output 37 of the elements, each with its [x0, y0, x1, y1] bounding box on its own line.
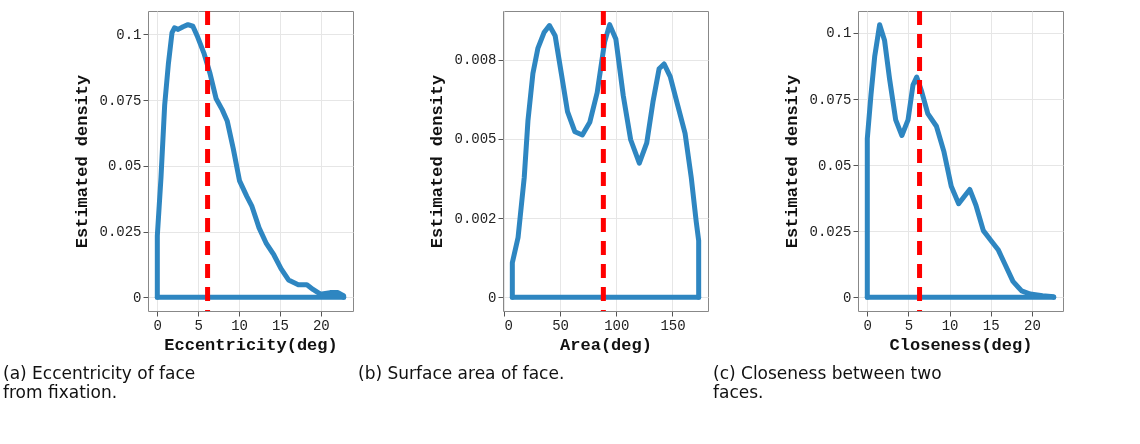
y-tick-label: 0.002 [454, 210, 497, 227]
x-tick-label: 50 [552, 317, 569, 334]
x-tick-label: 20 [1023, 317, 1041, 334]
y-tick-label: 0.1 [116, 26, 142, 43]
x-tick-label: 0 [504, 317, 513, 334]
y-tick-label: 0.025 [99, 224, 142, 241]
text: (b) Surface area of face. [357, 363, 565, 383]
y-tick-label: 0.005 [454, 131, 497, 148]
y-tick-label: 0.025 [809, 223, 852, 240]
x-axis-title: Eccentricity(deg) [164, 335, 338, 355]
y-tick-label: 0.1 [826, 25, 852, 42]
x-tick-label: 100 [604, 317, 630, 334]
x-tick-label: 0 [863, 317, 872, 334]
x-tick-label: 5 [194, 317, 203, 334]
x-tick-label: 20 [312, 317, 330, 334]
x-tick-label: 5 [904, 317, 914, 334]
text: (a) Eccentricity of face from fixation. [2, 363, 196, 402]
x-tick-label: 150 [660, 317, 686, 334]
x-tick-label: 10 [231, 317, 248, 334]
x-axis-title: Closeness(deg) [889, 335, 1033, 355]
y-tick-label: 0.075 [99, 92, 142, 109]
y-tick-label: 0 [133, 289, 142, 306]
y-tick-label: 0.075 [809, 91, 852, 108]
text: (c) Closeness between two faces. [712, 363, 942, 402]
x-tick-label: 0 [153, 317, 163, 334]
y-axis-title: Estimated density [428, 74, 448, 249]
y-tick-label: 0 [488, 289, 497, 306]
x-tick-label: 10 [941, 317, 959, 334]
x-axis-title: Area(deg) [560, 335, 652, 355]
y-axis-title: Estimated density [73, 74, 93, 249]
x-tick-label: 15 [982, 317, 1000, 334]
y-axis-title: Estimated density [783, 74, 803, 249]
x-tick-label: 15 [272, 317, 289, 334]
y-tick-label: 0.008 [454, 52, 497, 69]
y-tick-label: 0 [843, 289, 852, 306]
y-tick-label: 0.05 [107, 158, 142, 175]
y-tick-label: 0.05 [817, 157, 852, 174]
